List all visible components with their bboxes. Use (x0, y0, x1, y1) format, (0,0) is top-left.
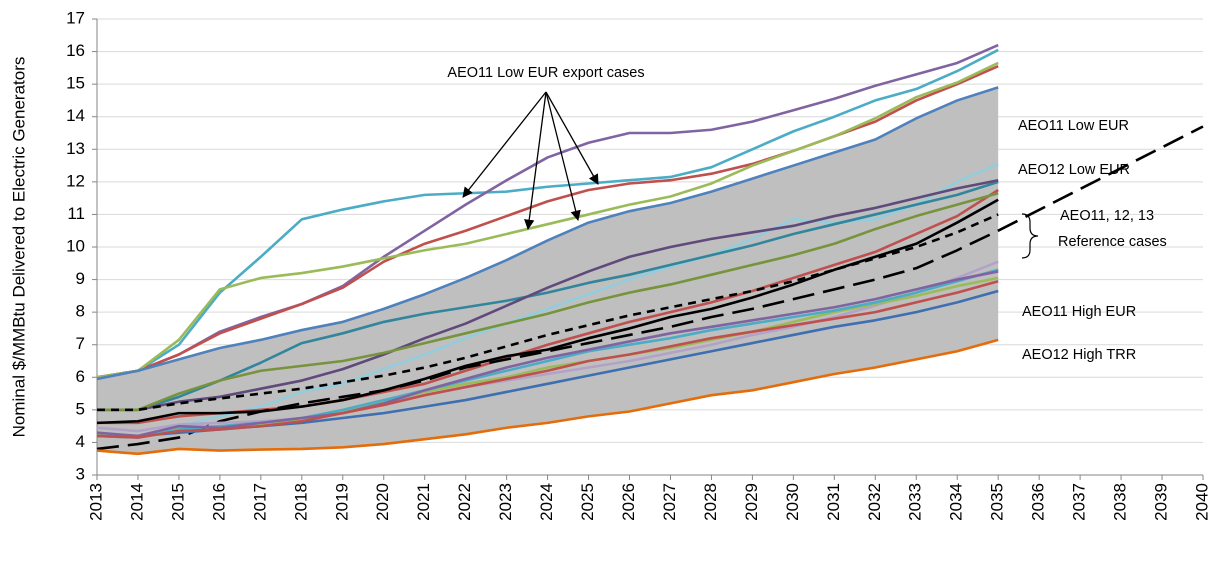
y-tick-label: 17 (66, 8, 85, 27)
x-tick-label: 2032 (865, 483, 884, 521)
series-line (96, 338, 999, 456)
series-line (96, 61, 999, 379)
y-tick-label: 3 (76, 464, 85, 483)
x-tick-label: 2018 (291, 483, 310, 521)
series-line (96, 125, 1204, 451)
x-tick-label: 2040 (1192, 483, 1211, 521)
y-tick-label: 5 (76, 399, 85, 418)
annotation: AEO12 High TRR (1022, 347, 1136, 363)
y-tick-label: 6 (76, 367, 85, 386)
x-tick-label: 2030 (783, 483, 802, 521)
y-tick-label: 8 (76, 302, 85, 321)
y-tick-label: 4 (76, 432, 85, 451)
x-tick-label: 2024 (537, 483, 556, 521)
annotation: AEO11 Low EUR export cases (447, 65, 644, 81)
x-tick-label: 2023 (496, 483, 515, 521)
x-tick-label: 2026 (619, 483, 638, 521)
annotation: AEO11, 12, 13 (1060, 208, 1154, 224)
x-tick-label: 2019 (332, 483, 351, 521)
x-tick-label: 2020 (373, 483, 392, 521)
series-line (96, 48, 999, 379)
x-tick-label: 2027 (660, 483, 679, 521)
series-line (97, 192, 999, 412)
x-tick-label: 2034 (947, 483, 966, 521)
x-tick-label: 2029 (742, 483, 761, 521)
x-tick-label: 2017 (250, 483, 269, 521)
x-tick-label: 2015 (168, 483, 187, 521)
y-axis-title: Nominal $/MMBtu Delivered to Electric Ge… (9, 57, 28, 438)
series-line (96, 43, 999, 379)
y-tick-label: 15 (66, 74, 85, 93)
x-tick-label: 2013 (86, 483, 105, 521)
brace (1021, 213, 1039, 259)
series-line (97, 180, 999, 412)
series-line (97, 178, 999, 412)
x-tick-label: 2031 (824, 483, 843, 521)
x-tick-label: 2028 (701, 483, 720, 521)
x-tick-label: 2025 (578, 483, 597, 521)
y-tick-label: 14 (66, 106, 85, 125)
y-tick-label: 11 (67, 204, 85, 223)
x-tick-label: 2035 (988, 483, 1007, 521)
series-line (96, 270, 999, 438)
series-line (96, 198, 999, 425)
x-tick-label: 2038 (1111, 483, 1130, 521)
y-tick-label: 12 (66, 171, 85, 190)
x-tick-label: 2036 (1029, 483, 1048, 521)
x-tick-label: 2037 (1070, 483, 1089, 521)
series-line (96, 260, 999, 433)
y-tick-label: 9 (76, 269, 85, 288)
y-tick-label: 16 (66, 41, 85, 60)
arrow (462, 91, 547, 198)
series-line (96, 279, 999, 439)
arrow (524, 91, 547, 231)
x-tick-label: 2014 (127, 483, 146, 521)
arrow (545, 91, 581, 222)
x-tick-label: 2016 (209, 483, 228, 521)
y-tick-label: 13 (66, 139, 85, 158)
arrow (545, 91, 599, 185)
x-tick-label: 2033 (906, 483, 925, 521)
y-tick-label: 10 (66, 236, 85, 255)
series-line (96, 86, 999, 381)
annotation: AEO12 Low EUR (1018, 162, 1130, 178)
x-tick-label: 2021 (414, 483, 433, 521)
x-tick-label: 2022 (455, 483, 474, 521)
annotation: Reference cases (1058, 234, 1167, 250)
annotation: AEO11 Low EUR (1018, 118, 1129, 134)
annotation: AEO11 High EUR (1022, 304, 1136, 320)
x-tick-label: 2039 (1152, 483, 1171, 521)
y-tick-label: 7 (76, 334, 85, 353)
